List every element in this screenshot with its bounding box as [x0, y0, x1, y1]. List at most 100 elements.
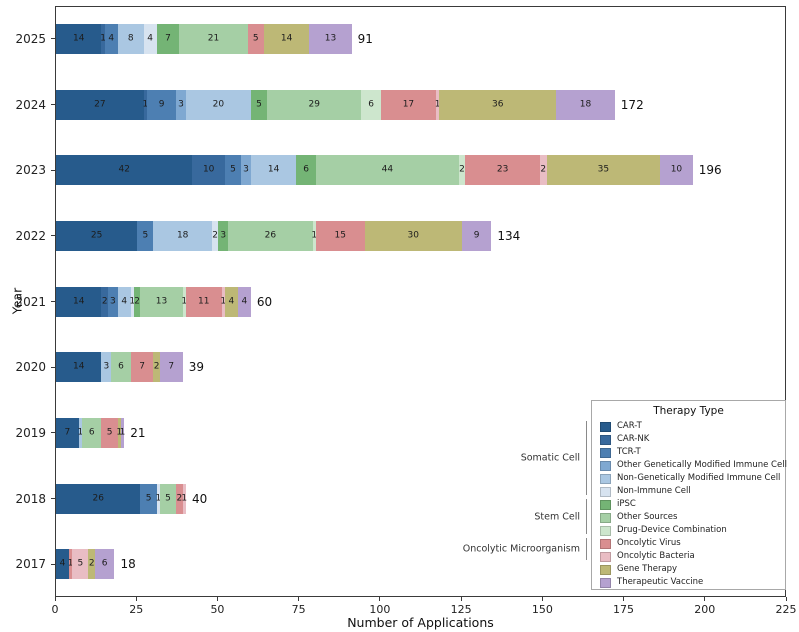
bar-total: 39	[188, 360, 204, 375]
segment-value: 9	[473, 230, 480, 241]
bar-segment: 1	[67, 549, 74, 580]
bar-segment: 18	[153, 220, 212, 251]
segment-value: 4	[241, 296, 248, 306]
legend-item: CAR-T	[592, 420, 785, 433]
segment-value: 1	[77, 427, 84, 438]
segment-value: 1	[67, 558, 74, 569]
segment-value: 14	[267, 164, 280, 175]
segment-value: 9	[158, 99, 165, 109]
segment-value: 5	[145, 493, 152, 503]
legend-item: Other Genetically Modified Immune Cell	[592, 459, 787, 472]
legend-group-bracket	[586, 499, 587, 534]
x-tick-label: 50	[210, 603, 225, 616]
legend-item-label: Non-Immune Cell	[617, 486, 691, 497]
x-tick-mark	[460, 597, 462, 601]
x-tick-label: 75	[291, 603, 306, 616]
legend-item: Oncolytic Virus	[592, 537, 785, 550]
x-tick-mark	[623, 597, 625, 601]
legend-item: TCR-T	[592, 446, 785, 459]
segment-value: 44	[381, 164, 394, 175]
segment-value: 2	[212, 230, 219, 241]
year-tick-mark	[51, 169, 55, 171]
segment-value: 18	[579, 99, 592, 109]
bar-segment: 23	[465, 155, 541, 186]
bar-segment: 8	[117, 23, 144, 54]
bar-segment: 2	[211, 220, 219, 251]
legend-color-swatch	[600, 473, 611, 484]
segment-value: 2	[540, 164, 547, 175]
bar-segment: 1	[155, 483, 162, 514]
year-bar: 26 5 1 5 2 1	[56, 483, 187, 514]
bar-total: 60	[256, 294, 273, 309]
year-tick-label: 2024	[15, 97, 46, 112]
segment-value: 5	[230, 164, 236, 175]
legend-color-swatch	[600, 421, 611, 432]
x-tick-mark	[54, 597, 56, 601]
bar-segment: 44	[315, 155, 459, 186]
segment-value: 17	[402, 99, 415, 109]
year-bar: 14 3 6 7 2 7	[56, 352, 183, 383]
segment-value: 1	[181, 296, 188, 306]
bar-segment: 35	[546, 155, 661, 186]
legend-color-swatch	[600, 577, 611, 588]
segment-value: 6	[303, 164, 309, 175]
segment-value: 7	[168, 361, 175, 372]
segment-value: 5	[256, 99, 262, 109]
legend-item-label: Non-Genetically Modified Immune Cell	[617, 473, 781, 484]
segment-value: 1	[434, 99, 441, 109]
segment-value: 14	[73, 33, 85, 44]
bar-segment: 5	[101, 417, 118, 448]
bar-segment: 1	[77, 417, 84, 448]
bar-segment: 3	[241, 155, 251, 186]
x-tick-label: 175	[613, 603, 635, 616]
segment-value: 7	[64, 427, 71, 438]
segment-value: 1	[100, 33, 106, 44]
bar-total: 18	[120, 557, 136, 572]
bar-segment: 1	[100, 23, 106, 54]
legend-color-swatch	[600, 499, 611, 510]
bar-segment: 14	[250, 155, 297, 186]
year-tick-label: 2025	[15, 31, 46, 46]
legend-item: Non-Genetically Modified Immune Cell	[592, 472, 785, 485]
legend-color-swatch	[600, 551, 611, 562]
x-tick-mark	[785, 597, 787, 601]
legend-item-label: Therapeutic Vaccine	[617, 577, 704, 588]
bar-segment: 5	[72, 549, 89, 580]
legend: Therapy Type CAR-T CAR-NK TCR-T Other Genet…	[591, 400, 787, 590]
bar-segment: 3	[218, 220, 229, 251]
bar-segment: 2	[153, 352, 160, 383]
year-tick-label: 2017	[15, 557, 46, 572]
bar-segment: 4	[104, 23, 118, 54]
segment-value: 3	[178, 99, 184, 109]
legend-color-swatch	[600, 447, 611, 458]
year-bar: 27 1 9 3 20 5 29 6 17 1 36 18	[56, 89, 615, 120]
legend-group-label: Stem Cell	[534, 510, 580, 522]
bar-segment: 42	[56, 155, 193, 186]
segment-value: 14	[280, 33, 293, 44]
bar-segment: 18	[556, 89, 615, 120]
bar-segment: 2	[540, 155, 547, 186]
year-tick-mark	[51, 235, 55, 237]
bar-segment: 20	[185, 89, 251, 120]
bar-total: 40	[191, 491, 208, 506]
year-bar: 14 1 4 8 4 7 21 5 14 13	[56, 23, 352, 54]
segment-value: 3	[243, 164, 249, 175]
segment-value: 8	[127, 33, 134, 44]
year-tick-label: 2021	[15, 294, 46, 309]
segment-value: 25	[90, 230, 103, 241]
year-bar: 25 5 18 2 3 26 1 15 30 9	[56, 220, 492, 251]
segment-value: 2	[134, 296, 141, 306]
bar-segment: 1	[116, 417, 122, 448]
legend-color-swatch	[600, 512, 611, 523]
x-tick-mark	[379, 597, 381, 601]
segment-value: 1	[155, 493, 162, 503]
year-tick-label: 2018	[15, 491, 46, 506]
segment-value: 4	[108, 33, 115, 44]
bar-segment: 6	[296, 155, 316, 186]
legend-item-label: Other Genetically Modified Immune Cell	[617, 460, 787, 471]
bar-segment: 2	[88, 549, 95, 580]
bar-segment: 10	[192, 155, 225, 186]
segment-value: 15	[334, 230, 346, 241]
legend-item-label: CAR-NK	[617, 434, 650, 445]
bar-segment: 2	[101, 286, 108, 317]
